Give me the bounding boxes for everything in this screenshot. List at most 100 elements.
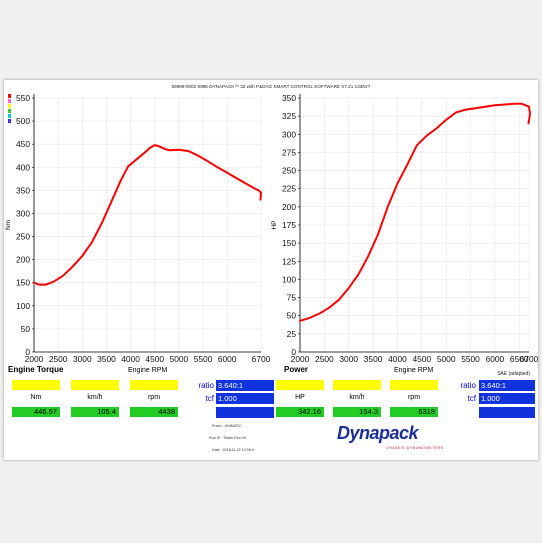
right-tcf-label: tcf [467,394,476,403]
left-yellow-box-2 [71,380,119,390]
x-tick-label: 5500 [461,354,480,364]
right-value-rpm: 6318 [390,407,438,417]
left-header-kmh: km/h [87,394,103,401]
right-blank-blue-box [479,407,535,418]
x-tick-label: 4500 [412,354,431,364]
y-tick-label: 225 [282,184,296,194]
right-panel-title: Power [284,365,309,374]
x-tick-label: 6000 [486,354,505,364]
dyno-report-sheet: 09898-0002-0996-DYNAPACK™ 32 with P&DAG … [4,80,538,460]
y-tick-label: 200 [16,255,30,265]
x-tick-label: 4500 [145,354,164,364]
right-value-hp: 342.16 [276,407,324,417]
left-value-nm: 446.57 [12,407,60,417]
x-tick-label: 3000 [339,354,358,364]
x-tick-label: 2500 [49,354,68,364]
y-tick-label: 500 [16,116,30,126]
x-tick-label: 5500 [194,354,213,364]
x-tick-label: 6700 [520,354,538,364]
right-value-kmh: 154.3 [333,407,381,417]
y-tick-label: 0 [25,347,30,357]
right-header-rpm: rpm [407,394,421,401]
x-tick-label: 6700 [252,354,271,364]
left-x-axis-title: Engine RPM [128,367,168,374]
y-tick-label: 250 [16,232,30,242]
right-yellow-box-2 [333,380,381,390]
y-tick-label: 25 [287,329,297,339]
sae-note: SAE (adapted) [497,371,530,377]
legend-color-mark [8,104,11,108]
x-tick-label: 2000 [25,354,44,364]
y-tick-label: 100 [282,274,296,284]
x-tick-label: 5000 [437,354,456,364]
left-blank-blue-box [216,407,274,418]
x-tick-label: 4000 [388,354,407,364]
y-tick-label: 275 [282,147,296,157]
y-tick-label: 400 [16,162,30,172]
dynapack-logo-subtitle: CHASSIS DYNAMOMETERS [386,446,444,450]
y-tick-label: 200 [282,202,296,212]
y-tick-label: 550 [16,93,30,103]
y-tick-label: 250 [282,166,296,176]
y-tick-label: 350 [282,93,296,103]
power-curve [299,102,531,322]
meta-line-2: Run ID : Thank Run 09 [209,436,246,440]
report-header: 09898-0002-0996-DYNAPACK™ 32 with P&DAG … [171,84,371,89]
x-tick-label: 2500 [315,354,334,364]
x-tick-label: 4000 [121,354,140,364]
right-header-kmh: km/h [349,394,365,401]
y-tick-label: 175 [282,220,296,230]
legend-color-mark [8,94,11,98]
legend-color-mark [8,109,11,113]
y-tick-label: 75 [287,293,297,303]
left-ratio-label: ratio [198,381,214,390]
dynapack-logo: Dynapack [337,423,419,443]
y-tick-label: 150 [16,278,30,288]
right-yellow-box-3 [390,380,438,390]
x-tick-label: 3000 [73,354,92,364]
left-value-kmh: 105.4 [71,407,119,417]
legend-color-mark [8,119,11,123]
y-tick-label: 325 [282,111,296,121]
x-tick-label: 3500 [364,354,383,364]
y-tick-label: 125 [282,256,296,266]
x-tick-label: 3500 [97,354,116,364]
y-tick-label: 50 [287,311,297,321]
left-tcf-label: tcf [205,394,214,403]
right-tcf-value: 1.000 [479,393,535,404]
left-tcf-value: 1.000 [216,393,274,404]
right-header-hp: HP [295,394,305,401]
right-ratio-label: ratio [460,381,476,390]
meta-line-3: Date : 2018-11-22 12:08 H [212,448,255,452]
y-tick-label: 0 [291,347,296,357]
y-tick-label: 350 [16,185,30,195]
left-value-rpm: 4438 [130,407,178,417]
left-yellow-box-3 [130,380,178,390]
left-yellow-box-1 [12,380,60,390]
y-tick-label: 300 [16,208,30,218]
power-chart: 0 25 50 75 100 125 150 175 200 225 250 275 300 325 350… [271,93,538,364]
torque-chart: 0 50 100 150 200 250 300 350 400 450 500 550 2000 250… [5,93,271,364]
left-header-nm: Nm [30,394,42,401]
x-tick-label: 6500 [510,354,529,364]
right-x-axis-title: Engine RPM [394,367,434,374]
color-legend-marks [8,94,11,123]
y-tick-label: 450 [16,139,30,149]
x-tick-label: 6000 [218,354,237,364]
left-header-rpm: rpm [147,394,161,401]
left-panel-title: Engine Torque [8,365,64,374]
y-tick-label: 150 [282,238,296,248]
legend-color-mark [8,114,11,118]
right-yellow-box-1 [276,380,324,390]
y-axis-title: Nm [5,220,12,230]
y-tick-label: 50 [21,324,31,334]
torque-curve [33,144,262,286]
x-tick-label: 5000 [170,354,189,364]
x-tick-label: 2000 [291,354,310,364]
y-tick-label: 300 [282,129,296,139]
right-ratio-value: 3.640:1 [479,380,535,391]
y-axis-title: HP [271,220,278,229]
left-ratio-value: 3.640:1 [216,380,274,391]
meta-line-1: Pratm : UNIMATIC [212,424,242,428]
